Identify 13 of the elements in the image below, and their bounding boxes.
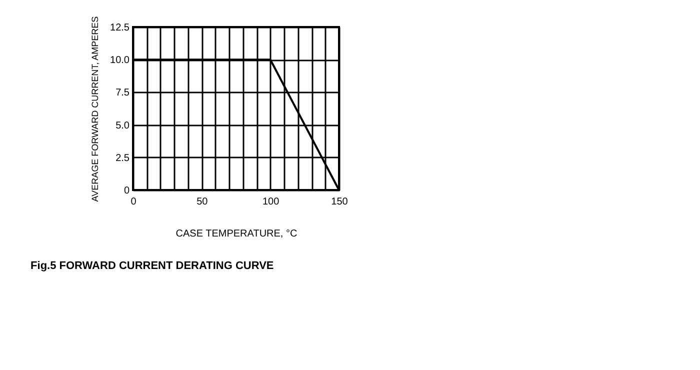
- y-tick-label: 12.5: [110, 22, 130, 34]
- y-tick-label: 2.5: [116, 152, 130, 164]
- y-tick-label: 10.0: [110, 55, 130, 66]
- x-tick-label: 100: [262, 196, 280, 208]
- x-tick-label: 0: [130, 196, 137, 208]
- y-axis-title: AVERAGE FORWARD CURRENT, AMPERES: [90, 16, 100, 202]
- x-tick-label: 150: [331, 196, 348, 208]
- y-tick-label: 5.0: [116, 120, 130, 132]
- text: Fig.5 FORWARD CURRENT DERATING CURVE: [30, 260, 274, 272]
- x-tick-label: 50: [196, 196, 208, 208]
- y-tick-label: 7.5: [116, 88, 130, 99]
- x-axis-title: CASE TEMPERATURE, °C: [176, 228, 298, 240]
- y-tick-label: 0: [124, 186, 130, 196]
